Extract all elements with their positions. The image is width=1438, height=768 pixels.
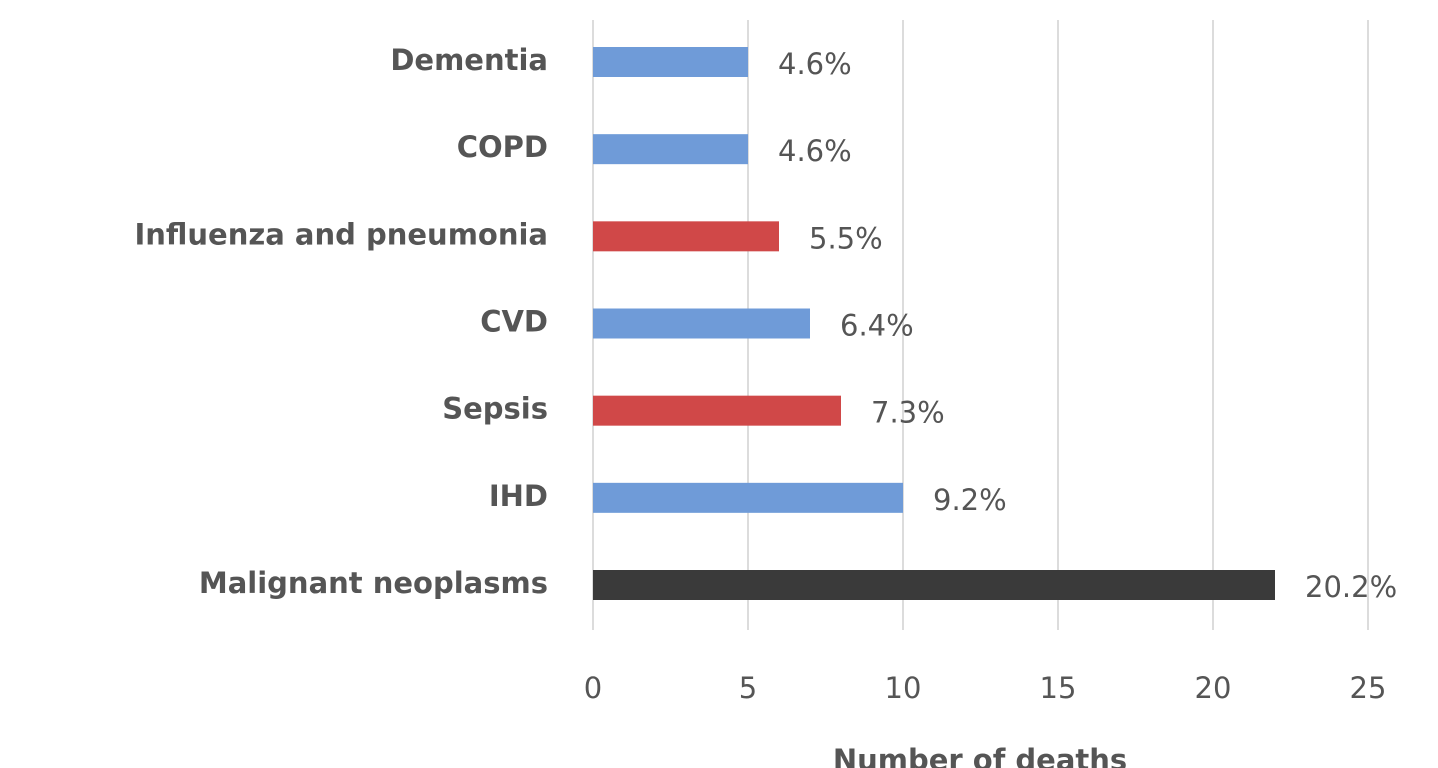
x-tick-label: 15 — [1040, 671, 1077, 705]
bar-label: 6.4% — [840, 309, 914, 343]
bar — [593, 47, 748, 77]
bar-label: 9.2% — [933, 483, 1007, 517]
bar-label: 7.3% — [871, 396, 945, 430]
x-axis-title: Number of deaths — [833, 743, 1127, 768]
x-tick-label: 5 — [739, 671, 757, 705]
bar-label: 5.5% — [809, 221, 883, 255]
x-tick-label: 0 — [584, 671, 602, 705]
y-tick-label: Influenza and pneumonia — [134, 217, 548, 251]
x-tick-label: 10 — [885, 671, 922, 705]
x-tick-label: 25 — [1350, 671, 1387, 705]
y-tick-label: Malignant neoplasms — [199, 566, 548, 600]
y-tick-label: Sepsis — [442, 392, 548, 426]
bar — [593, 570, 1275, 600]
y-tick-label: IHD — [489, 479, 548, 513]
bar-label: 20.2% — [1305, 570, 1397, 604]
y-tick-label: CVD — [480, 305, 548, 339]
bar — [593, 395, 841, 426]
bar — [593, 221, 779, 252]
bar-label: 4.6% — [778, 47, 852, 81]
y-tick-label: Dementia — [390, 43, 548, 77]
y-tick-label: COPD — [457, 130, 548, 164]
bar-label: 4.6% — [778, 134, 852, 168]
bar — [593, 482, 903, 513]
bar — [593, 308, 810, 339]
bar — [593, 134, 748, 165]
x-tick-label: 20 — [1195, 671, 1232, 705]
